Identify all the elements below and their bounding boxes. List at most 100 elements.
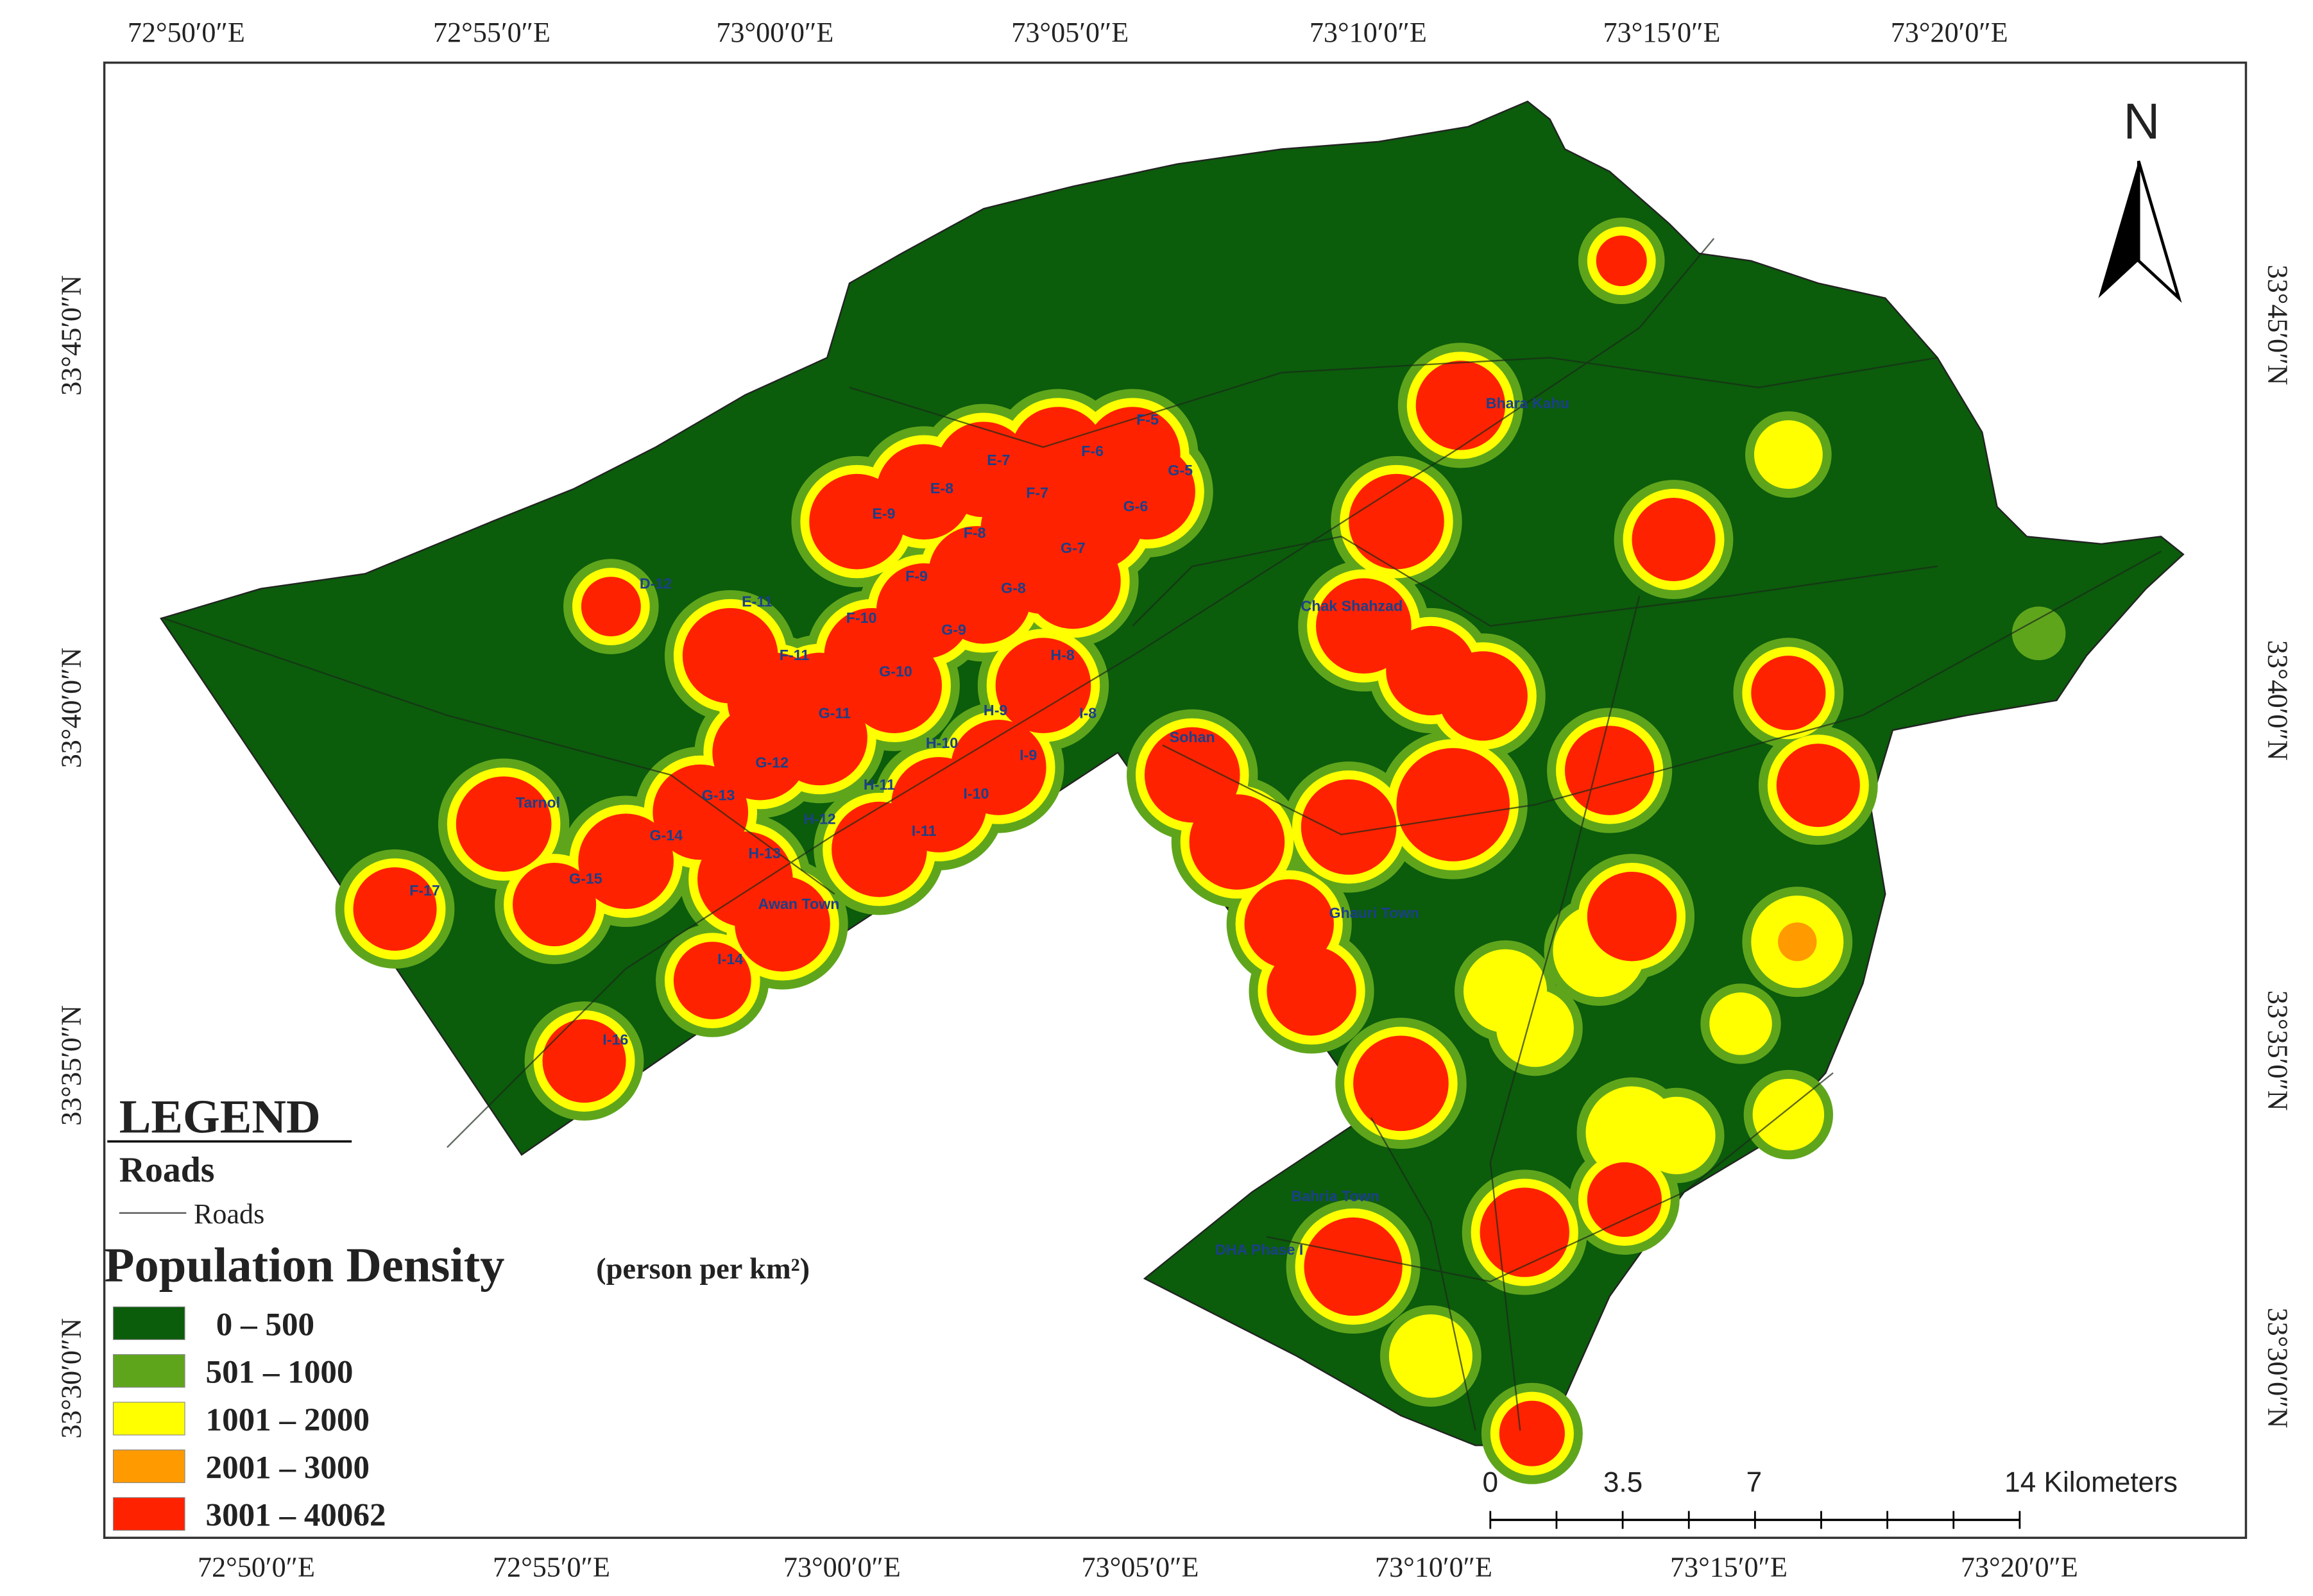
high-density	[1316, 578, 1412, 674]
high-density	[1304, 1217, 1403, 1316]
latitude-label: 33°40′0″N	[2262, 640, 2293, 761]
legend: LEGEND Roads Roads Population Density (p…	[105, 1091, 810, 1533]
longitude-label: 73°15′0″E	[1603, 17, 1720, 48]
longitude-label: 73°00′0″E	[783, 1552, 901, 1583]
high-density	[1353, 1035, 1449, 1132]
longitude-label: 73°00′0″E	[716, 17, 833, 48]
density-halo	[1754, 420, 1823, 489]
longitude-label: 72°55′0″E	[433, 17, 551, 48]
place-label: H-10	[926, 734, 958, 751]
north-label: N	[2123, 93, 2160, 149]
high-density	[935, 421, 1032, 518]
latitude-label: 33°30′0″N	[55, 1318, 87, 1439]
place-label: I-14	[717, 951, 743, 967]
high-density	[1587, 871, 1677, 962]
longitude-label: 72°55′0″E	[493, 1552, 610, 1583]
place-label: Awan Town	[758, 896, 840, 912]
density-title: Population Density	[105, 1238, 505, 1293]
roads-item: Roads	[194, 1198, 264, 1230]
place-label: E-11	[742, 593, 772, 610]
legend-swatch	[112, 1354, 185, 1388]
longitude-label: 73°20′0″E	[1961, 1552, 2078, 1583]
place-label: G-12	[755, 754, 789, 770]
graticule-labels: 72°50′0″E 72°55′0″E 73°00′0″E 73°05′0″E 73°1…	[55, 17, 2293, 1583]
scale-label: 7	[1746, 1466, 1762, 1498]
place-label: I-8	[1079, 705, 1097, 722]
place-label: Bahria Town	[1291, 1187, 1379, 1204]
place-label: F-7	[1026, 484, 1048, 501]
place-label: I-10	[963, 785, 989, 802]
place-label: E-8	[930, 480, 953, 497]
place-labels: D-12 E-11 E-9 E-8 E-7 F-6 F-5 G-5 F-7 G-6 F-8 G-7 F-…	[409, 395, 1569, 1258]
scale-label: 3.5	[1603, 1466, 1643, 1498]
place-label: Tarnol	[516, 794, 560, 811]
latitude-label: 33°35′0″N	[2262, 990, 2293, 1111]
place-label: E-9	[872, 505, 895, 522]
high-density	[935, 548, 1032, 644]
legend-swatch	[112, 1497, 185, 1531]
north-arrow: N	[2098, 93, 2182, 303]
place-label: G-13	[702, 786, 735, 803]
place-label: Ghauri Town	[1329, 904, 1419, 921]
high-density	[513, 863, 597, 947]
longitude-label: 72°50′0″E	[198, 1552, 315, 1583]
place-label: E-7	[987, 452, 1010, 468]
high-density	[1010, 407, 1106, 502]
density-unit: (person per km²)	[596, 1253, 810, 1286]
density-halo	[1752, 1078, 1825, 1151]
longitude-label: 73°10′0″E	[1310, 17, 1427, 48]
place-label: F-11	[780, 647, 810, 663]
medium-density	[1778, 922, 1817, 962]
high-density	[1776, 743, 1860, 828]
place-label: I-9	[1020, 747, 1037, 763]
place-label: DHA Phase I	[1215, 1241, 1303, 1258]
legend-label: 2001 – 3000	[206, 1449, 370, 1486]
place-label: G-7	[1061, 539, 1086, 556]
latitude-label: 33°45′0″N	[55, 275, 87, 396]
scale-label: 14 Kilometers	[2004, 1466, 2178, 1498]
legend-label: 1001 – 2000	[206, 1402, 370, 1438]
longitude-label: 73°15′0″E	[1670, 1552, 1788, 1583]
high-density	[1396, 748, 1510, 862]
density-blobs	[335, 217, 2066, 1484]
high-density	[1596, 235, 1647, 287]
scale-bar: 0 3.5 7 14 Kilometers	[1483, 1466, 2178, 1529]
high-density	[1415, 361, 1506, 450]
place-label: F-17	[409, 882, 440, 899]
high-density	[653, 764, 749, 860]
density-halo	[1637, 1096, 1716, 1175]
high-density	[1751, 656, 1826, 731]
high-density	[456, 776, 552, 872]
place-label: H-9	[984, 702, 1007, 718]
place-label: Bhara Kahu	[1486, 395, 1569, 412]
legend-title: LEGEND	[119, 1091, 321, 1143]
high-density	[1632, 497, 1716, 582]
place-label: G-15	[569, 870, 602, 887]
high-density	[735, 876, 830, 972]
place-label: Chak Shahzad	[1301, 597, 1403, 614]
high-density	[1499, 1400, 1565, 1466]
roads-heading: Roads	[119, 1150, 215, 1190]
frame	[103, 61, 2248, 1540]
place-label: H-12	[803, 811, 835, 828]
place-label: I-11	[912, 822, 937, 839]
latitude-label: 33°40′0″N	[55, 648, 87, 768]
place-label: G-5	[1168, 462, 1193, 479]
place-label: G-10	[879, 663, 912, 680]
high-density	[1301, 779, 1397, 875]
high-density	[682, 607, 778, 704]
low-density	[2011, 606, 2066, 661]
place-label: G-14	[649, 827, 683, 844]
place-label: F-9	[905, 568, 928, 584]
place-label: G-8	[1001, 580, 1026, 597]
high-density	[1144, 727, 1240, 823]
latitude-label: 33°45′0″N	[2262, 265, 2293, 386]
place-label: G-9	[941, 622, 966, 638]
density-halo	[1709, 992, 1772, 1055]
legend-label: 3001 – 40062	[206, 1497, 386, 1534]
longitude-label: 73°05′0″E	[1081, 1552, 1199, 1583]
high-density	[1349, 473, 1444, 570]
density-halo	[1388, 1314, 1472, 1398]
